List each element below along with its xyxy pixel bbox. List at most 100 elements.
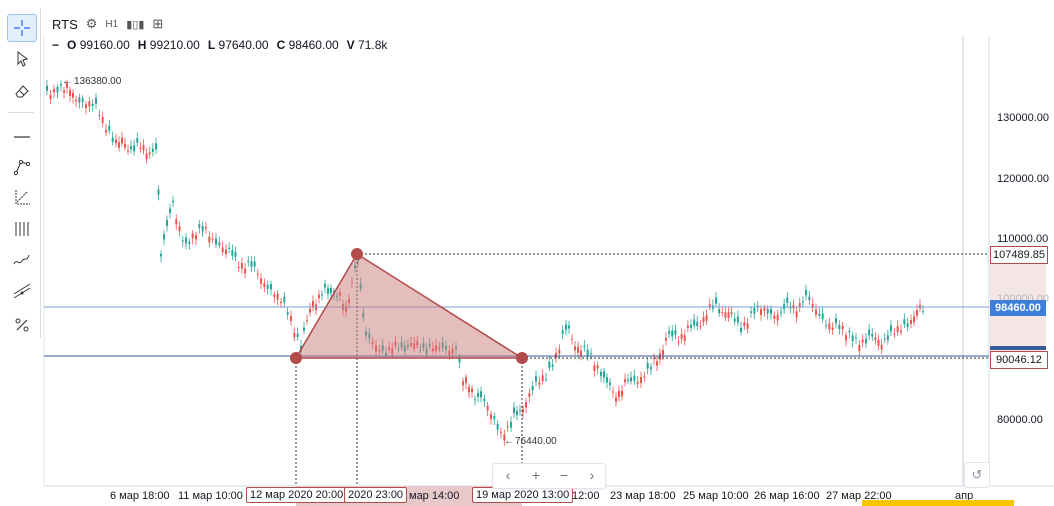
fib-icon[interactable] xyxy=(8,184,36,210)
candle-body xyxy=(680,334,683,339)
candle-body xyxy=(286,312,289,315)
candle-body xyxy=(276,293,279,300)
candle-body xyxy=(746,323,749,329)
candle-body xyxy=(108,125,111,131)
candle-body xyxy=(225,249,227,255)
time-tag-a: 12 мар 2020 20:00 xyxy=(246,487,348,503)
time-tick: 27 мар 22:00 xyxy=(826,490,892,502)
candle-body xyxy=(893,333,896,335)
candle-body xyxy=(633,375,636,381)
candle-body xyxy=(740,327,742,332)
candle-body xyxy=(865,338,867,344)
candle-body xyxy=(105,130,107,133)
candle-body xyxy=(646,362,649,369)
candle-body xyxy=(577,346,579,353)
cursor-icon[interactable] xyxy=(8,46,36,72)
candle-body xyxy=(750,311,752,313)
candle-body xyxy=(111,137,114,142)
candle-body xyxy=(838,324,841,330)
candle-body xyxy=(66,82,68,88)
scroll-left-button[interactable]: ‹ xyxy=(505,467,511,483)
candle-body xyxy=(78,97,81,103)
time-tick: апр xyxy=(955,490,974,502)
candle-body xyxy=(674,330,677,335)
scroll-right-button[interactable]: › xyxy=(589,467,595,483)
price-tick: 110000.00 xyxy=(997,233,1049,245)
candle-body xyxy=(724,312,727,318)
candle-body xyxy=(49,95,52,100)
candle-body xyxy=(715,297,717,304)
candle-body xyxy=(136,138,139,143)
time-tick: 25 мар 10:00 xyxy=(683,490,749,502)
candle-body xyxy=(72,92,74,98)
pattern-icon[interactable] xyxy=(8,248,36,274)
candle-body xyxy=(561,330,564,334)
candle-body xyxy=(615,397,617,402)
candle-body xyxy=(75,99,77,102)
horizontal-line-icon[interactable] xyxy=(8,124,36,150)
candle-body xyxy=(303,327,305,331)
settings-icon[interactable]: ⚙ xyxy=(85,16,98,31)
candle-body xyxy=(693,319,696,326)
zoom-out-button[interactable]: − xyxy=(559,467,569,483)
candle-body xyxy=(766,308,769,314)
candle-body xyxy=(650,367,652,370)
pattern-point-c[interactable] xyxy=(516,352,528,364)
candle-body xyxy=(708,304,711,307)
reset-chart-button[interactable]: ↺ xyxy=(964,462,990,488)
candle-body xyxy=(471,388,473,392)
bars-icon[interactable]: ▮▯▮ xyxy=(126,18,145,31)
vertical-lines-icon[interactable] xyxy=(8,216,36,242)
candle-body xyxy=(736,316,739,323)
candle-body xyxy=(160,253,162,257)
candle-body xyxy=(483,398,486,402)
candle-body xyxy=(756,305,759,307)
eraser-icon[interactable] xyxy=(8,78,36,104)
price-tick: 120000.00 xyxy=(997,173,1049,185)
trend-line-icon[interactable] xyxy=(8,154,36,180)
candle-body xyxy=(821,313,824,320)
candle-body xyxy=(178,226,181,232)
candle-body xyxy=(668,331,671,334)
interval-label[interactable]: H1 xyxy=(105,18,119,30)
candle-body xyxy=(733,318,736,322)
compare-icon[interactable]: ⊞ xyxy=(152,16,164,31)
zoom-in-button[interactable]: + xyxy=(531,467,541,483)
candle-body xyxy=(630,377,632,382)
candle-body xyxy=(142,145,145,151)
price-tick: 130000.00 xyxy=(997,112,1049,124)
time-tick: 23 мар 18:00 xyxy=(610,490,676,502)
candle-body xyxy=(188,241,191,245)
candle-body xyxy=(721,312,724,314)
candle-body xyxy=(773,315,776,319)
candle-body xyxy=(890,325,892,332)
candle-body xyxy=(811,303,814,308)
pattern-point-b[interactable] xyxy=(351,248,363,260)
collapse-icon[interactable]: − xyxy=(52,38,60,52)
candle-body xyxy=(69,89,71,96)
crosshair-icon[interactable] xyxy=(7,14,37,42)
candle-body xyxy=(743,322,746,326)
pattern-point-a[interactable] xyxy=(290,352,302,364)
candle-body xyxy=(558,349,561,354)
channel-icon[interactable] xyxy=(8,280,36,306)
candle-body xyxy=(465,377,467,384)
candle-body xyxy=(151,148,154,153)
candle-body xyxy=(900,330,902,333)
candle-body xyxy=(88,101,91,107)
percent-icon[interactable] xyxy=(8,312,36,338)
candle-body xyxy=(198,224,201,228)
candle-body xyxy=(913,316,915,323)
candle-body xyxy=(828,323,831,330)
candle-body xyxy=(858,345,861,351)
candle-body xyxy=(528,393,531,397)
toolbar-divider xyxy=(8,112,34,113)
time-tick: мар 14:00 xyxy=(409,490,460,502)
candle-body xyxy=(205,226,207,229)
candles-layer xyxy=(46,79,924,446)
candle-body xyxy=(163,234,165,240)
symbol-name[interactable]: RTS xyxy=(52,16,78,32)
triangle-pattern[interactable] xyxy=(294,252,525,359)
time-tick: 26 мар 16:00 xyxy=(754,490,820,502)
